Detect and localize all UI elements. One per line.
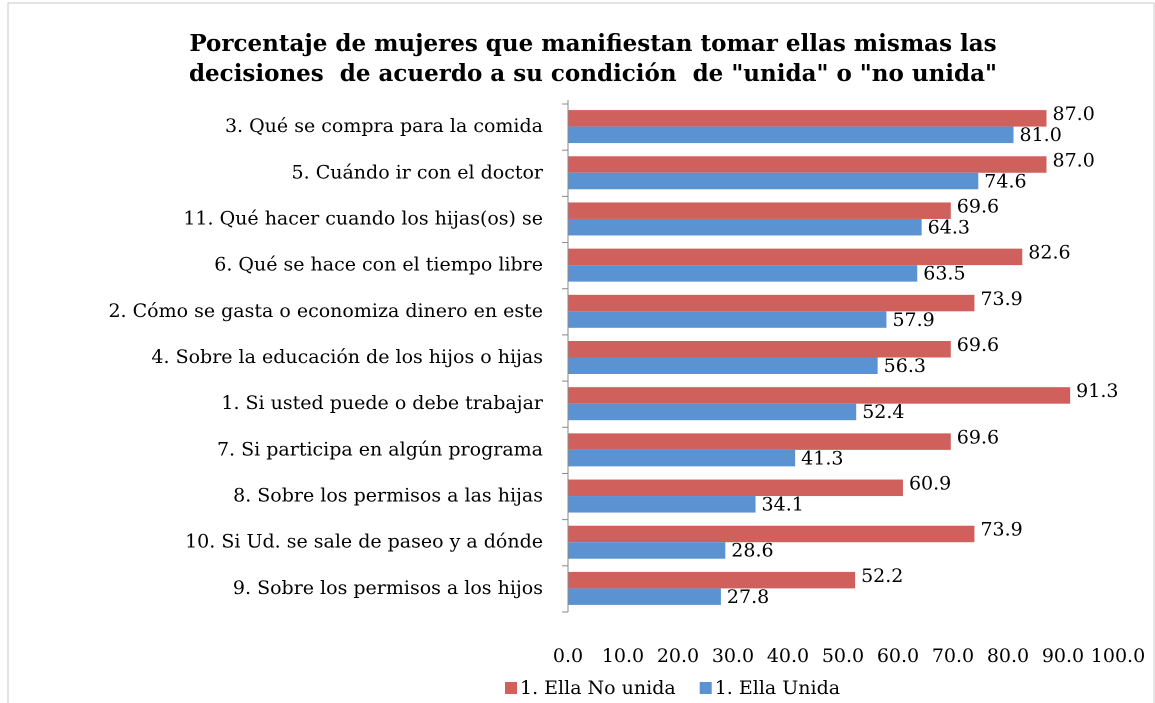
bar	[568, 357, 878, 374]
x-tick-label: 90.0	[1042, 645, 1084, 667]
legend-swatch	[505, 682, 517, 694]
data-label: 87.0	[1053, 103, 1095, 125]
bar	[568, 588, 721, 605]
data-label: 69.6	[957, 334, 999, 356]
data-label: 56.3	[884, 355, 926, 377]
data-label: 28.6	[731, 540, 773, 562]
bar	[568, 265, 918, 282]
y-tick-label: 10. Si Ud. se sale de paseo y a dónde	[185, 531, 543, 553]
y-tick-label: 6. Qué se hace con el tiempo libre	[214, 254, 543, 276]
data-label: 81.0	[1020, 124, 1062, 146]
data-label: 34.1	[762, 494, 804, 516]
y-tick-label: 9. Sobre los permisos a los hijos	[233, 577, 543, 599]
x-tick-label: 10.0	[602, 645, 644, 667]
x-tick-label: 20.0	[657, 645, 699, 667]
data-label: 41.3	[801, 447, 843, 469]
y-tick-label: 7. Si participa en algún programa	[217, 438, 543, 460]
data-label: 27.8	[727, 586, 769, 608]
data-label: 52.2	[861, 565, 903, 587]
chart-title: Porcentaje de mujeres que manifiestan to…	[189, 30, 996, 57]
y-tick-label: 3. Qué se compra para la comida	[225, 115, 543, 137]
x-tick-label: 0.0	[553, 645, 583, 667]
chart-frame	[7, 2, 1155, 703]
data-label: 64.3	[928, 216, 970, 238]
y-tick-label: 2. Cómo se gasta o economiza dinero en e…	[108, 300, 543, 322]
data-label: 57.9	[892, 309, 934, 331]
bar	[568, 433, 951, 450]
bar	[568, 542, 726, 559]
x-tick-label: 80.0	[987, 645, 1029, 667]
y-tick-label: 1. Si usted puede o debe trabajar	[221, 392, 544, 414]
bar	[568, 218, 922, 236]
data-label: 73.9	[980, 519, 1022, 541]
data-label: 87.0	[1053, 149, 1095, 171]
data-label: 82.6	[1028, 242, 1070, 264]
bar	[568, 571, 856, 589]
bar	[568, 248, 1023, 266]
x-tick-label: 40.0	[767, 645, 809, 667]
bar	[568, 172, 979, 190]
x-tick-label: 100.0	[1091, 645, 1145, 667]
y-tick-label: 11. Qué hacer cuando los hijas(os) se	[183, 207, 543, 229]
data-label: 74.6	[984, 170, 1026, 192]
bar	[568, 479, 903, 497]
y-tick-label: 5. Cuándo ir con el doctor	[292, 161, 544, 183]
data-label: 69.6	[957, 426, 999, 448]
data-label: 52.4	[862, 401, 904, 423]
data-label: 60.9	[909, 473, 951, 495]
y-tick-label: 8. Sobre los permisos a las hijas	[233, 485, 543, 507]
bar	[568, 110, 1047, 127]
x-tick-label: 70.0	[932, 645, 974, 667]
bar	[568, 126, 1014, 144]
x-tick-label: 60.0	[877, 645, 919, 667]
legend-swatch	[699, 682, 712, 694]
data-label: 91.3	[1076, 380, 1118, 402]
bar	[568, 202, 951, 219]
bar	[568, 387, 1071, 404]
bar	[568, 403, 857, 421]
bar	[568, 311, 887, 328]
bar	[568, 341, 951, 358]
legend-label: 1. Ella Unida	[715, 677, 840, 699]
bar	[568, 449, 796, 467]
x-tick-label: 50.0	[822, 645, 864, 667]
chart-title: decisiones de acuerdo a su condición de …	[189, 60, 997, 87]
data-label: 73.9	[980, 288, 1022, 310]
bar	[568, 294, 975, 312]
data-label: 63.5	[923, 263, 965, 285]
bar	[568, 496, 756, 513]
bar	[568, 525, 975, 543]
data-label: 69.6	[957, 195, 999, 217]
y-tick-label: 4. Sobre la educación de los hijos o hij…	[151, 346, 543, 368]
legend-label: 1. Ella No unida	[520, 677, 676, 699]
bar	[568, 156, 1047, 173]
x-tick-label: 30.0	[712, 645, 754, 667]
